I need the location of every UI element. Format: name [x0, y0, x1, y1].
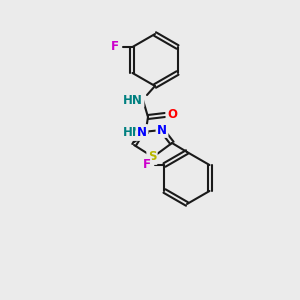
- Text: S: S: [148, 151, 156, 164]
- Text: O: O: [167, 107, 177, 121]
- Text: F: F: [110, 40, 118, 53]
- Text: HN: HN: [123, 127, 143, 140]
- Text: HN: HN: [123, 94, 143, 106]
- Text: N: N: [157, 124, 167, 136]
- Text: F: F: [142, 158, 151, 172]
- Text: N: N: [137, 125, 147, 139]
